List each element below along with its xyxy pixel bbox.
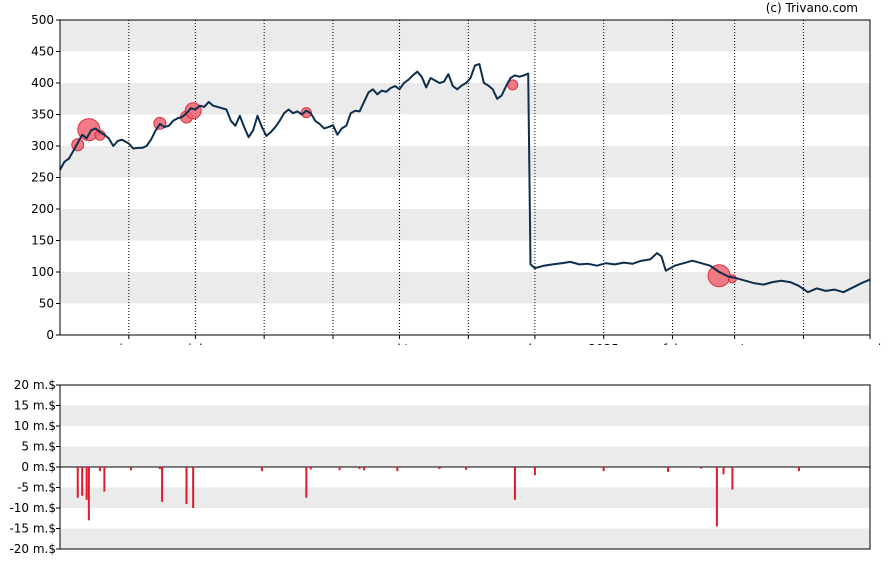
- volume-bar: [260, 467, 263, 472]
- volume-bar: [81, 467, 84, 496]
- volume-band: [60, 487, 870, 508]
- price-y-ticks: 0 50 100 150 200 250 300 350 400 450 500: [31, 13, 60, 342]
- price-y-tick-label: 400: [31, 76, 54, 90]
- price-x-tick-label: mei: [859, 342, 881, 345]
- price-y-tick-label: 350: [31, 108, 54, 122]
- volume-bar: [309, 467, 312, 470]
- price-x-tick-label: dec: [524, 342, 546, 345]
- volume-bar: [363, 467, 366, 471]
- price-y-tick-label: 0: [46, 328, 54, 342]
- price-band: [60, 146, 870, 178]
- volume-bar: [130, 467, 133, 471]
- volume-y-tick-label: -15 m.$: [9, 522, 56, 536]
- price-x-tick-label: jun: [119, 342, 139, 345]
- price-x-tick-label: mrt: [724, 342, 746, 345]
- price-y-tick-label: 500: [31, 13, 54, 27]
- volume-bar: [722, 467, 725, 475]
- volume-bar: [76, 467, 79, 498]
- volume-y-tick-label: 0 m.$: [21, 460, 56, 474]
- price-x-tick-label: apr: [793, 342, 813, 345]
- volume-bar: [396, 467, 399, 472]
- volume-bar: [87, 467, 90, 521]
- volume-bar: [513, 467, 516, 500]
- volume-bars: [76, 467, 800, 527]
- volume-bar: [533, 467, 536, 476]
- price-x-tick-label: aug: [253, 342, 276, 345]
- volume-bands: [60, 405, 870, 549]
- price-y-tick-label: 200: [31, 202, 54, 216]
- volume-bar: [338, 467, 341, 471]
- volume-y-tick-label: 15 m.$: [14, 399, 56, 413]
- price-y-tick-label: 250: [31, 171, 54, 185]
- volume-plot-frame: [59, 384, 871, 550]
- credit-label: (c) Trivano.com: [765, 1, 858, 15]
- volume-bar: [305, 467, 308, 498]
- volume-frame: [59, 384, 871, 550]
- volume-y-tick-label: 5 m.$: [21, 440, 56, 454]
- price-x-ticks: jun jul aug sep okt nov dec 2025 feb mrt apr mei: [119, 335, 881, 345]
- volume-bar: [797, 467, 800, 472]
- volume-bar: [438, 467, 441, 470]
- price-y-tick-label: 450: [31, 45, 54, 59]
- price-frame: [59, 19, 871, 336]
- volume-bar: [731, 467, 734, 490]
- price-x-tick-label: jul: [187, 342, 202, 345]
- volume-band: [60, 405, 870, 426]
- price-band: [60, 209, 870, 241]
- volume-bar: [185, 467, 188, 504]
- price-band: [60, 20, 870, 52]
- volume-bar: [103, 467, 106, 492]
- price-y-tick-label: 100: [31, 265, 54, 279]
- price-band: [60, 272, 870, 304]
- volume-y-tick-label: -5 m.$: [17, 481, 56, 495]
- price-line-group: [59, 63, 871, 294]
- price-y-tick-label: 150: [31, 234, 54, 248]
- volume-y-tick-label: -20 m.$: [9, 542, 56, 556]
- price-plot-frame: [59, 19, 871, 336]
- volume-bar: [358, 467, 361, 470]
- volume-chart: -20 m.$ -15 m.$ -10 m.$ -5 m.$ 0 m.$ 5 m.$ 10 …: [9, 378, 871, 556]
- volume-bar: [667, 467, 670, 472]
- volume-y-tick-label: -10 m.$: [9, 501, 56, 515]
- price-x-tick-label: 2025: [588, 342, 619, 345]
- volume-bar: [192, 467, 195, 508]
- volume-bar: [602, 467, 605, 472]
- price-band: [60, 83, 870, 115]
- volume-bar: [161, 467, 164, 502]
- volume-y-tick-label: 20 m.$: [14, 378, 56, 392]
- volume-band: [60, 528, 870, 549]
- price-x-tick-label: okt: [390, 342, 409, 345]
- price-bands: [60, 20, 870, 304]
- volume-bar: [465, 467, 468, 470]
- volume-y-tick-label: 10 m.$: [14, 419, 56, 433]
- volume-y-ticks: -20 m.$ -15 m.$ -10 m.$ -5 m.$ 0 m.$ 5 m.$ 10 …: [9, 378, 60, 556]
- price-x-tick-label: nov: [457, 342, 479, 345]
- volume-bar: [98, 467, 101, 472]
- price-y-tick-label: 300: [31, 139, 54, 153]
- volume-bar: [715, 467, 718, 527]
- volume-bar: [700, 467, 703, 469]
- volume-bar: [158, 467, 161, 470]
- volume-band: [60, 446, 870, 467]
- volume-bar: [85, 467, 88, 500]
- price-series-line: [59, 63, 871, 294]
- price-chart: 0 50 100 150 200 250 300 350 400 450 500 jun jul aug…: [31, 13, 881, 345]
- price-x-tick-label: sep: [322, 342, 343, 345]
- price-x-tick-label: feb: [663, 342, 682, 345]
- price-y-tick-label: 50: [39, 297, 54, 311]
